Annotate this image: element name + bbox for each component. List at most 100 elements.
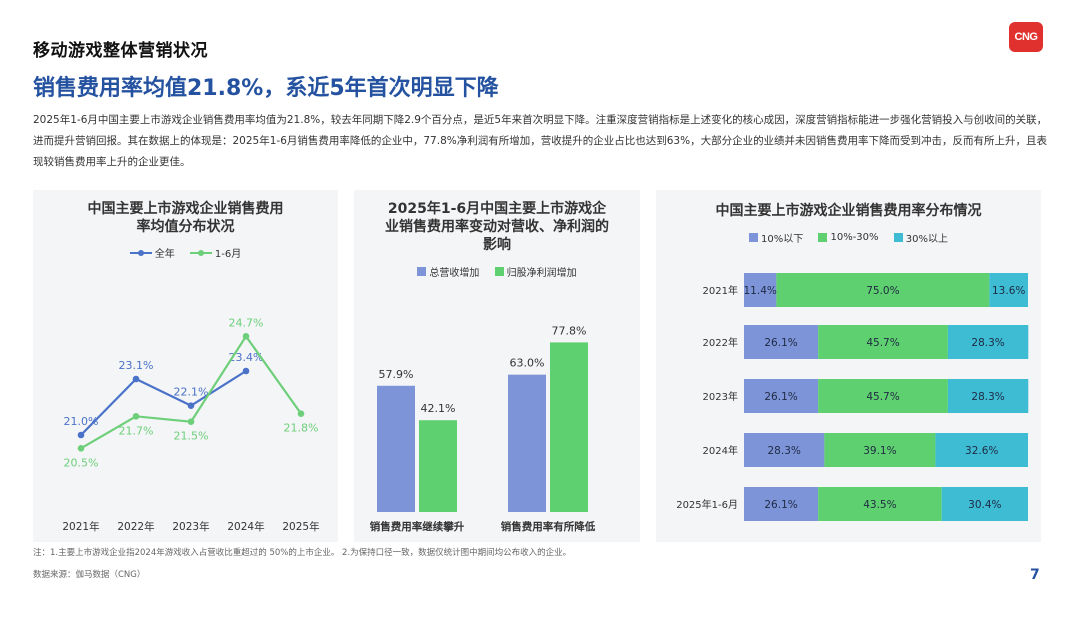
legend-item-full-year: 全年 [129, 245, 175, 260]
legend-swatch-green [818, 233, 828, 242]
data-label: 21.8% [284, 422, 319, 435]
segment-value-label: 43.5% [863, 499, 896, 511]
data-point [132, 375, 140, 383]
legend-swatch-cyan [893, 233, 903, 242]
bar-value-label: 42.1% [421, 402, 456, 415]
legend-line-blue-icon [129, 249, 152, 256]
cng-logo: CNG [1009, 22, 1043, 52]
data-label: 22.1% [174, 386, 209, 399]
footnote: 注：1.主要上市游戏企业指2024年游戏收入占营收比重超过的 50%的上市企业。… [33, 548, 572, 558]
segment-value-label: 26.1% [764, 499, 797, 511]
segment-value-label: 26.1% [764, 337, 797, 349]
segment-value-label: 39.1% [863, 445, 896, 457]
x-tick-label: 销售费用率有所降低 [501, 520, 596, 533]
segment-value-label: 45.7% [866, 337, 899, 349]
y-tick-label: 2022年 [703, 336, 738, 349]
data-source: 数据来源：伽马数据（CNG） [33, 570, 146, 580]
bar-value-label: 77.8% [552, 324, 587, 337]
line-chart-title: 中国主要上市游戏企业销售费用率均值分布状况 [87, 201, 284, 235]
y-tick-label: 2024年 [703, 444, 738, 457]
x-tick-label: 2023年 [172, 520, 209, 533]
stacked-bar-panel: 中国主要上市游戏企业销售费用率分布情况 10%以下 10%-30% 30%以上 … [656, 190, 1041, 542]
y-tick-label: 2021年 [703, 284, 738, 297]
stacked-segment [744, 273, 777, 307]
legend-item-profit: 归股净利润增加 [494, 264, 577, 279]
data-point [77, 431, 85, 439]
headline: 销售费用率均值21.8%，系近5年首次明显下降 [33, 76, 499, 101]
data-point [187, 418, 195, 425]
series-line-0 [80, 370, 247, 436]
data-label: 23.4% [229, 351, 264, 364]
stacked-bar-svg: 2021年 11.4% 75.0% 13.6% 2022年 26.1% 45.7% 28.3%… [676, 273, 1029, 521]
grouped-bar-title: 2025年1-6月中国主要上市游戏企业销售费用率变动对营收、净利润的影响 [385, 201, 609, 253]
stacked-segment [744, 379, 819, 413]
x-tick-label: 2022年 [117, 520, 154, 533]
segment-value-label: 13.6% [992, 285, 1025, 297]
x-tick-label: 2021年 [62, 520, 99, 533]
stacked-segment [947, 325, 1029, 359]
stacked-segment [818, 325, 948, 359]
line-chart-legend: 全年 1-6月 [33, 245, 338, 260]
bar [550, 342, 588, 512]
stacked-segment [776, 273, 990, 307]
segment-value-label: 26.1% [764, 391, 797, 403]
x-tick-label: 销售费用率继续攀升 [370, 520, 465, 533]
segment-value-label: 75.0% [866, 285, 899, 297]
data-label: 24.7% [229, 316, 264, 329]
bar [377, 385, 415, 512]
grouped-bar-panel: 2025年1-6月中国主要上市游戏企业销售费用率变动对营收、净利润的影响 总营收… [354, 190, 640, 542]
line-chart-panel: 中国主要上市游戏企业销售费用率均值分布状况 全年 1-6月 2021年 2022年… [33, 190, 338, 542]
legend-item-below-10: 10%以下 [749, 230, 803, 245]
stacked-segment [941, 487, 1028, 521]
grouped-bar-legend: 总营收增加 归股净利润增加 [354, 264, 640, 279]
data-point [242, 367, 250, 375]
segment-value-label: 11.4% [744, 285, 777, 297]
legend-swatch-blue [749, 233, 759, 242]
legend-item-above-30: 30%以上 [893, 230, 948, 245]
data-point [297, 410, 305, 417]
summary-paragraph: 2025年1-6月中国主要上市游戏企业销售费用率均值为21.8%，较去年同期下降… [33, 114, 1048, 168]
legend-swatch-blue [417, 267, 427, 276]
line-chart-svg: 2021年 2022年 2023年 2024年 2025年 21.0% 23.1% 22.1%… [62, 316, 319, 533]
page-number: 7 [1030, 567, 1040, 583]
stacked-segment [989, 273, 1028, 307]
data-label: 21.7% [119, 424, 154, 437]
grouped-bar-svg: 57.9% 42.1% 销售费用率继续攀升 63.0% 77.8% 销售费用率有所降低 [370, 324, 596, 533]
data-point [77, 445, 85, 452]
segment-value-label: 30.4% [968, 499, 1001, 511]
segment-value-label: 28.3% [768, 445, 801, 457]
x-tick-label: 2024年 [227, 520, 264, 533]
data-point [187, 402, 195, 409]
y-tick-label: 2023年 [703, 390, 738, 403]
data-label: 20.5% [64, 456, 99, 469]
data-label: 21.0% [64, 415, 99, 428]
legend-item-revenue: 总营收增加 [417, 264, 479, 279]
stacked-segment [744, 433, 825, 467]
segment-value-label: 28.3% [971, 391, 1004, 403]
stacked-segment [818, 487, 942, 521]
x-tick-label: 2025年 [282, 520, 319, 533]
legend-swatch-green [494, 267, 504, 276]
section-title: 移动游戏整体营销状况 [33, 41, 208, 61]
y-tick-label: 2025年1-6月 [676, 498, 738, 511]
stacked-segment [744, 487, 819, 521]
stacked-segment [818, 379, 948, 413]
segment-value-label: 28.3% [971, 337, 1004, 349]
stacked-bar-title: 中国主要上市游戏企业销售费用率分布情况 [715, 203, 982, 219]
data-point [132, 413, 140, 420]
segment-value-label: 45.7% [866, 391, 899, 403]
stacked-segment [935, 433, 1028, 467]
legend-line-green-icon [189, 249, 212, 256]
bar-value-label: 63.0% [510, 357, 545, 370]
data-point [242, 333, 250, 340]
stacked-segment [744, 325, 819, 359]
legend-item-h1: 1-6月 [189, 245, 241, 260]
segment-value-label: 32.6% [965, 445, 998, 457]
data-label: 23.1% [119, 359, 154, 372]
bar [508, 374, 546, 512]
bar-value-label: 57.9% [379, 368, 414, 381]
stacked-bar-legend: 10%以下 10%-30% 30%以上 [656, 230, 1041, 245]
data-label: 21.5% [174, 430, 209, 443]
stacked-segment [947, 379, 1029, 413]
